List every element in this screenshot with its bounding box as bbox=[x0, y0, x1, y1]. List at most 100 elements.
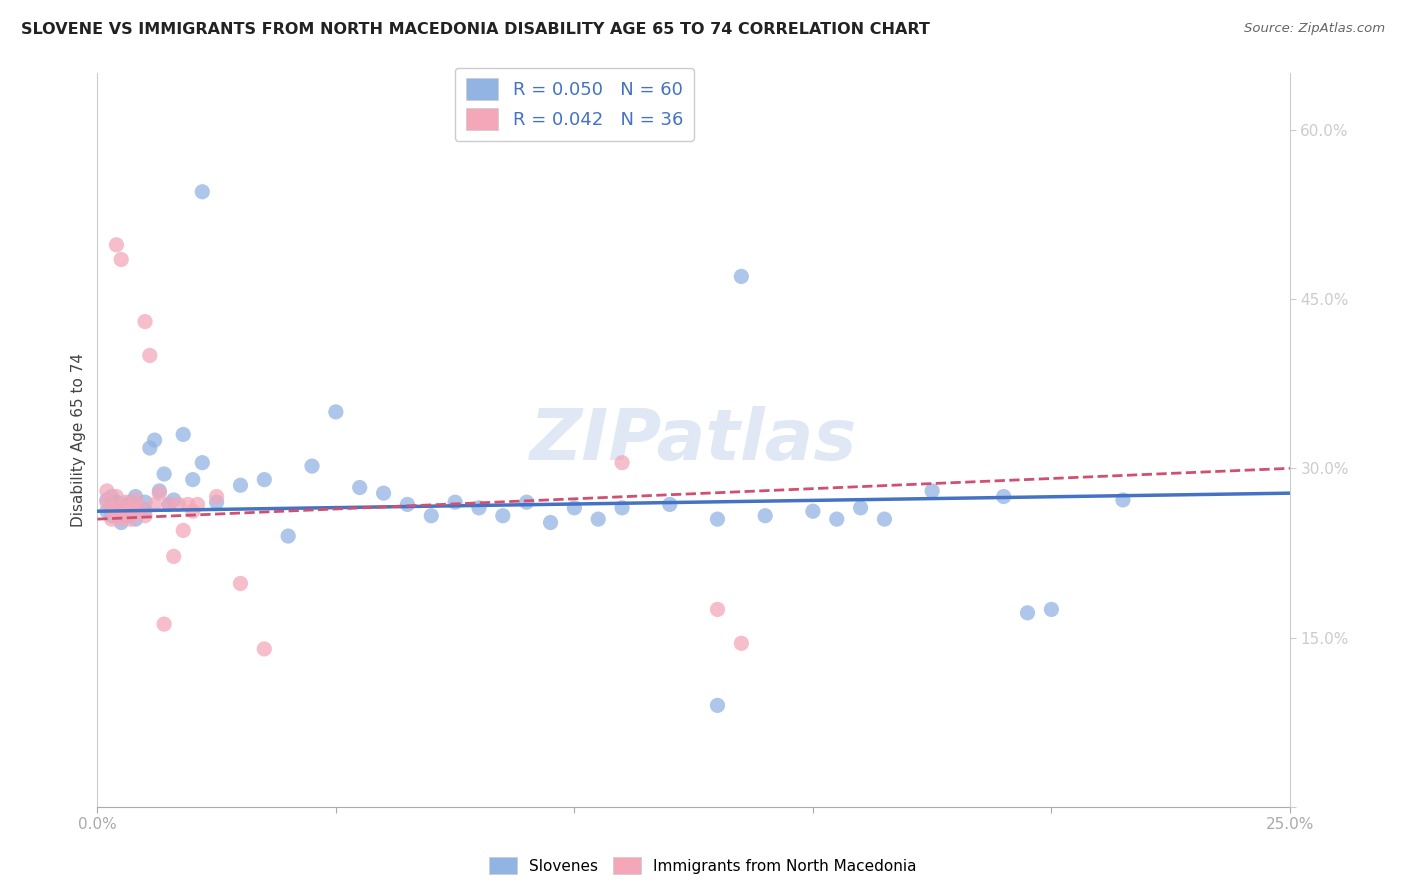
Point bbox=[754, 508, 776, 523]
Point bbox=[110, 500, 132, 515]
Point bbox=[153, 467, 176, 481]
Point bbox=[181, 473, 204, 487]
Point bbox=[444, 495, 467, 509]
Point bbox=[540, 516, 562, 530]
Legend: Slovenes, Immigrants from North Macedonia: Slovenes, Immigrants from North Macedoni… bbox=[484, 851, 922, 880]
Point bbox=[492, 508, 515, 523]
Point bbox=[564, 500, 586, 515]
Point bbox=[100, 500, 122, 515]
Point bbox=[120, 512, 142, 526]
Point bbox=[96, 492, 118, 507]
Point bbox=[516, 495, 538, 509]
Point bbox=[191, 456, 214, 470]
Point bbox=[96, 483, 118, 498]
Point bbox=[105, 507, 128, 521]
Point bbox=[134, 503, 156, 517]
Text: SLOVENE VS IMMIGRANTS FROM NORTH MACEDONIA DISABILITY AGE 65 TO 74 CORRELATION C: SLOVENE VS IMMIGRANTS FROM NORTH MACEDON… bbox=[21, 22, 929, 37]
Text: Source: ZipAtlas.com: Source: ZipAtlas.com bbox=[1244, 22, 1385, 36]
Point bbox=[253, 473, 276, 487]
Point bbox=[134, 508, 156, 523]
Point bbox=[157, 498, 180, 512]
Point bbox=[706, 698, 728, 713]
Point bbox=[420, 508, 443, 523]
Point bbox=[124, 490, 146, 504]
Point bbox=[730, 636, 752, 650]
Point bbox=[205, 490, 228, 504]
Point bbox=[396, 498, 419, 512]
Point bbox=[115, 507, 138, 521]
Point bbox=[825, 512, 848, 526]
Point bbox=[129, 500, 152, 515]
Point bbox=[115, 498, 138, 512]
Point bbox=[373, 486, 395, 500]
Point bbox=[205, 495, 228, 509]
Point bbox=[730, 269, 752, 284]
Point bbox=[301, 458, 323, 473]
Point bbox=[115, 495, 138, 509]
Point bbox=[120, 495, 142, 509]
Point bbox=[325, 405, 347, 419]
Y-axis label: Disability Age 65 to 74: Disability Age 65 to 74 bbox=[72, 353, 86, 527]
Point bbox=[921, 483, 943, 498]
Point bbox=[1112, 492, 1135, 507]
Point bbox=[148, 483, 170, 498]
Point bbox=[706, 602, 728, 616]
Point bbox=[139, 348, 162, 362]
Point bbox=[153, 617, 176, 632]
Point bbox=[191, 185, 214, 199]
Point bbox=[105, 237, 128, 252]
Point bbox=[468, 500, 491, 515]
Point bbox=[148, 486, 170, 500]
Point bbox=[658, 498, 681, 512]
Point bbox=[120, 507, 142, 521]
Point bbox=[1017, 606, 1039, 620]
Point bbox=[277, 529, 299, 543]
Point bbox=[186, 498, 208, 512]
Point bbox=[124, 512, 146, 526]
Point bbox=[100, 500, 122, 515]
Text: ZIPatlas: ZIPatlas bbox=[530, 406, 858, 475]
Point bbox=[177, 498, 200, 512]
Point bbox=[610, 500, 633, 515]
Point bbox=[172, 524, 194, 538]
Point bbox=[801, 504, 824, 518]
Point bbox=[105, 507, 128, 521]
Point bbox=[993, 490, 1015, 504]
Point bbox=[124, 492, 146, 507]
Point bbox=[110, 500, 132, 515]
Point bbox=[873, 512, 896, 526]
Point bbox=[706, 512, 728, 526]
Point bbox=[157, 498, 180, 512]
Point bbox=[96, 504, 118, 518]
Point bbox=[100, 490, 122, 504]
Point bbox=[143, 433, 166, 447]
Point bbox=[143, 498, 166, 512]
Point bbox=[163, 549, 186, 564]
Point bbox=[586, 512, 609, 526]
Point bbox=[129, 500, 152, 515]
Point bbox=[139, 441, 162, 455]
Point bbox=[124, 504, 146, 518]
Point bbox=[181, 504, 204, 518]
Point bbox=[100, 508, 122, 523]
Point bbox=[110, 512, 132, 526]
Point bbox=[105, 490, 128, 504]
Point bbox=[120, 500, 142, 515]
Point bbox=[229, 576, 252, 591]
Point bbox=[134, 315, 156, 329]
Point bbox=[110, 252, 132, 267]
Point bbox=[172, 427, 194, 442]
Point bbox=[610, 456, 633, 470]
Point bbox=[96, 495, 118, 509]
Legend: R = 0.050   N = 60, R = 0.042   N = 36: R = 0.050 N = 60, R = 0.042 N = 36 bbox=[456, 68, 695, 141]
Point bbox=[115, 508, 138, 523]
Point bbox=[1040, 602, 1063, 616]
Point bbox=[134, 495, 156, 509]
Point bbox=[349, 481, 371, 495]
Point bbox=[849, 500, 872, 515]
Point bbox=[105, 495, 128, 509]
Point bbox=[100, 512, 122, 526]
Point bbox=[253, 642, 276, 657]
Point bbox=[229, 478, 252, 492]
Point bbox=[110, 516, 132, 530]
